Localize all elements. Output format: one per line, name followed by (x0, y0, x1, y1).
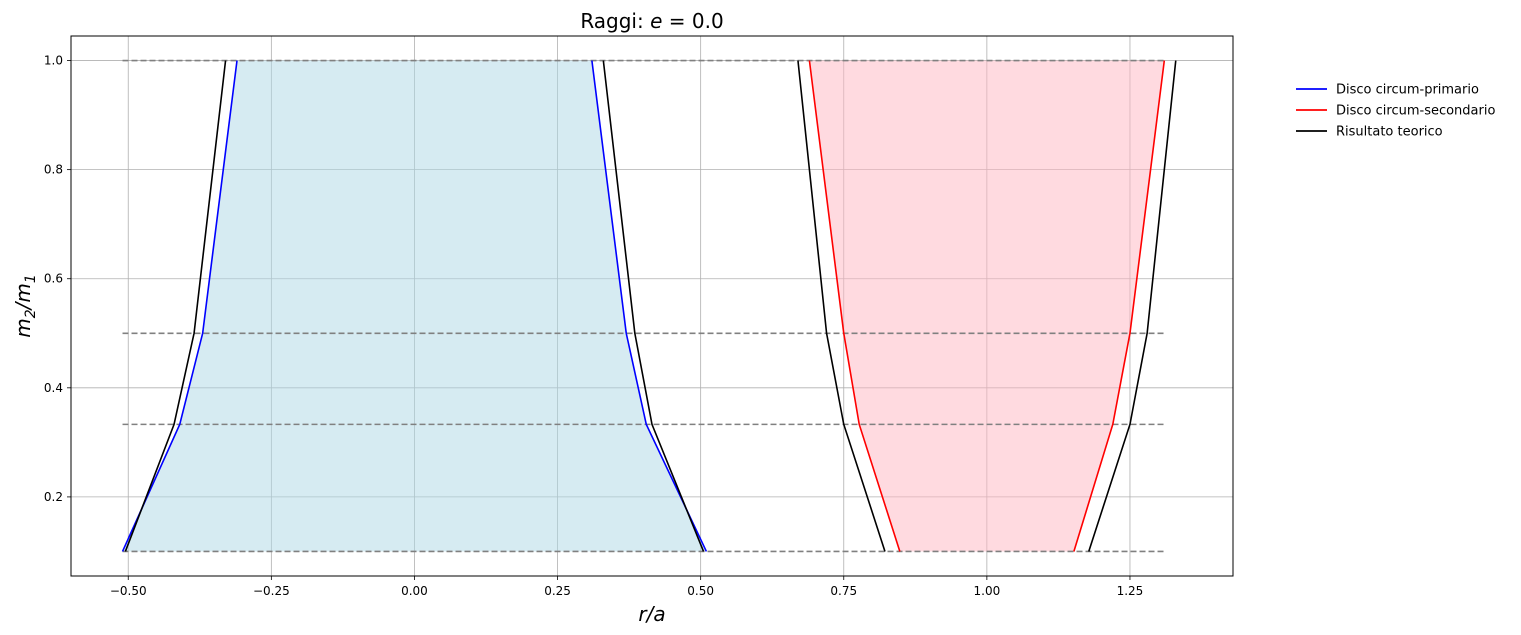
y-tick-label: 1.0 (44, 54, 63, 68)
legend-label: Disco circum-secondario (1336, 104, 1495, 119)
x-tick-label: −0.25 (253, 584, 290, 598)
series-line (591, 60, 708, 552)
fill-area (809, 60, 1165, 552)
x-tick-label: 1.25 (1117, 584, 1144, 598)
y-tick-label: 0.4 (44, 381, 63, 395)
x-tick-label: 0.00 (401, 584, 428, 598)
series-line (808, 60, 901, 552)
x-tick-label: 0.50 (687, 584, 714, 598)
x-axis-label: r/a (638, 602, 665, 626)
series-line (797, 60, 886, 552)
x-tick-label: 0.75 (830, 584, 857, 598)
y-tick-label: 0.2 (44, 490, 63, 504)
legend-label: Disco circum-primario (1336, 83, 1479, 98)
chart-title: Raggi: e = 0.0 (580, 9, 723, 33)
series-line (1087, 60, 1177, 552)
y-tick-label: 0.8 (44, 163, 63, 177)
series-line (602, 60, 705, 552)
fill-area (122, 60, 707, 552)
x-tick-label: 1.00 (974, 584, 1001, 598)
y-axis-ticks: 0.2 0.4 0.6 0.8 1.0 (44, 54, 71, 504)
x-tick-label: −0.50 (110, 584, 147, 598)
legend-label: Risultato teorico (1336, 125, 1443, 140)
x-axis-ticks: −0.50 −0.25 0.00 0.25 0.50 0.75 1.00 1.25 (110, 576, 1143, 598)
y-tick-label: 0.6 (44, 272, 63, 286)
legend: Disco circum-primario Disco circum-second… (1296, 83, 1495, 140)
series-line (1073, 60, 1166, 552)
dashed-reference-lines (122, 59, 1165, 553)
y-axis-label: m2/m1 (11, 274, 39, 338)
series-lines (121, 60, 1177, 552)
series-line (121, 60, 238, 552)
fill-areas (122, 60, 1165, 552)
plot-frame (70, 35, 1234, 577)
series-line (124, 60, 227, 552)
x-tick-label: 0.25 (544, 584, 571, 598)
